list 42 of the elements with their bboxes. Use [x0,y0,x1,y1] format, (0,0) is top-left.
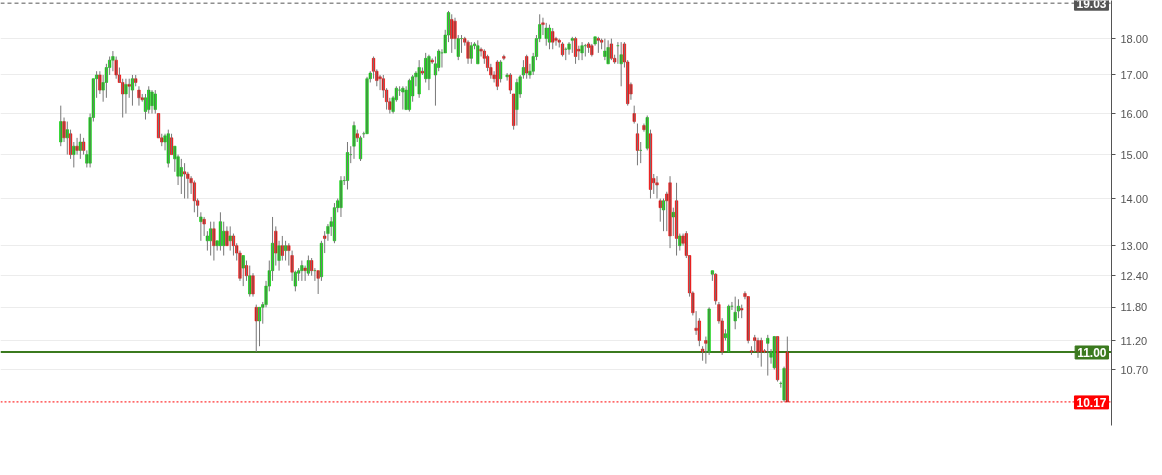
candlestick [78,133,82,160]
ref-line-label: 19.03 [1076,0,1107,12]
candlestick [596,36,600,54]
candlestick [65,121,69,156]
candlestick [476,39,480,65]
y-tick-label: 15.00 [1120,148,1149,161]
candlestick [609,38,613,61]
y-tick-label: 11.20 [1120,334,1148,347]
candlestick [183,162,187,200]
candlestick [306,255,310,277]
candlestick [153,89,157,115]
candlestick [785,336,789,403]
candlestick [254,304,258,353]
ref-line-label: 10.17 [1076,395,1107,410]
candlestick [310,257,314,277]
candlestick [417,59,421,99]
y-tick-label: 17.00 [1120,68,1149,81]
candlestick [766,334,770,377]
y-tick-label: 13.00 [1120,239,1149,252]
candlestick [166,129,170,168]
candlestick [407,78,411,113]
candlestick [632,105,636,125]
candlestick [759,337,763,368]
y-tick-label: 18.00 [1120,32,1149,45]
y-tick-label: 11.80 [1120,301,1148,314]
candlestick [192,180,196,213]
candlestick [525,54,529,80]
candlestick [179,158,183,195]
candlestick [733,296,737,330]
y-tick-label: 14.00 [1120,192,1149,205]
y-tick-label: 16.00 [1120,107,1149,120]
candlestick [228,225,232,252]
candlestick [469,41,473,65]
y-tick-label: 12.40 [1120,269,1149,282]
y-tick-label: 10.70 [1120,363,1149,376]
candlestick [619,41,623,87]
candlestick [727,304,731,353]
candlestick [551,27,555,50]
candlestick [544,22,548,47]
candlestick [495,59,499,91]
ref-line-label: 11.00 [1077,345,1107,360]
candlestick [241,255,245,287]
